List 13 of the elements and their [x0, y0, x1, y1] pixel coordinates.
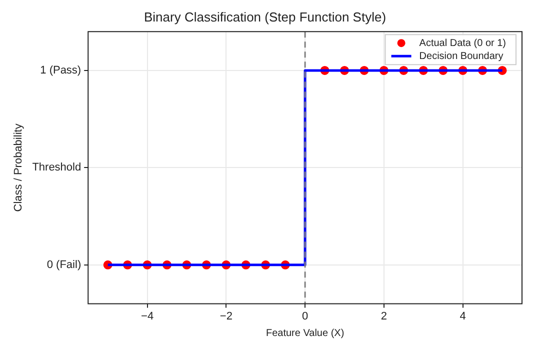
x-tick-label: −4: [141, 310, 154, 322]
y-tick-label: 0 (Fail): [46, 258, 82, 271]
x-tick-label: 0: [302, 310, 308, 322]
y-tick-label: Threshold: [32, 162, 82, 174]
x-axis-title: Feature Value (X): [266, 328, 344, 339]
x-tick-label: 2: [380, 310, 388, 322]
x-tick-label: −2: [220, 310, 232, 322]
chart-title: Binary Classification (Step Function Style): [144, 9, 386, 24]
x-tick-label: 4: [460, 310, 466, 322]
legend-label: Decision Boundary: [419, 50, 504, 62]
y-axis-title: Class / Probability: [12, 123, 25, 212]
y-tick-label: 1 (Pass): [40, 64, 82, 77]
legend-label: Actual Data (0 or 1): [419, 38, 506, 49]
